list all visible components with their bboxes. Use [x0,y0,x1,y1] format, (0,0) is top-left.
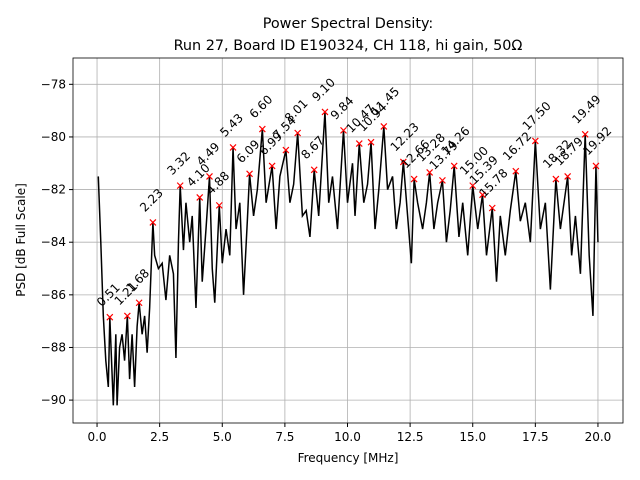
x-tick-label: 10.0 [334,430,361,444]
peak-marker [592,162,600,170]
peak-marker [581,130,589,138]
y-axis-label: PSD [dB Full Scale] [14,183,28,297]
psd-line [97,111,599,406]
peak-marker [355,140,363,147]
axes-frame [72,57,624,424]
peak-marker [450,162,458,170]
peak-marker [196,194,204,201]
peak-marker [488,204,496,212]
peak-marker [215,201,223,209]
peak-marker [399,158,407,166]
y-tick-label: −90 [41,393,66,407]
peak-marker [367,138,375,146]
peak-marker [246,170,253,178]
y-tick-label: −78 [41,77,66,91]
x-tick-label: 17.5 [522,430,549,444]
peak-marker [469,182,477,190]
x-axis-label: Frequency [MHz] [298,451,399,465]
peak-marker [282,146,290,154]
x-tick-label: 2.5 [150,430,169,444]
peak-marker [410,175,418,183]
peak-marker [340,126,347,134]
y-tick-label: −82 [41,183,66,197]
x-tick-label: 7.5 [275,430,294,444]
peak-marker [258,125,266,133]
peak-marker [564,172,572,180]
peak-marker [479,191,486,199]
peak-marker [149,219,157,226]
peak-marker [123,312,131,320]
peak-marker [268,162,276,170]
peak-marker [438,176,446,184]
y-tick-label: −86 [41,288,66,302]
x-tick-label: 15.0 [459,430,486,444]
peak-marker [512,167,520,175]
y-tick-label: −88 [41,340,66,354]
peak-marker [531,137,539,145]
peak-marker [552,175,560,183]
y-tick-label: −84 [41,235,66,249]
chart-title: Power Spectral Density: [263,16,434,32]
peak-marker [294,129,302,137]
peak-marker [135,299,143,307]
x-tick-label: 12.5 [397,430,424,444]
peak-marker [176,182,184,190]
peak-marker [106,313,114,321]
x-tick-label: 20.0 [585,430,612,444]
peak-marker [206,172,213,180]
peak-marker [229,144,237,151]
peak-marker [310,166,318,174]
x-tick-label: 0.0 [87,430,106,444]
chart-subtitle: Run 27, Board ID E190324, CH 118, hi gai… [174,38,523,54]
y-tick-label: −80 [41,130,66,144]
x-tick-label: 5.0 [213,430,232,444]
peak-marker [426,169,434,176]
peak-marker [321,108,329,116]
peak-marker [380,122,388,130]
